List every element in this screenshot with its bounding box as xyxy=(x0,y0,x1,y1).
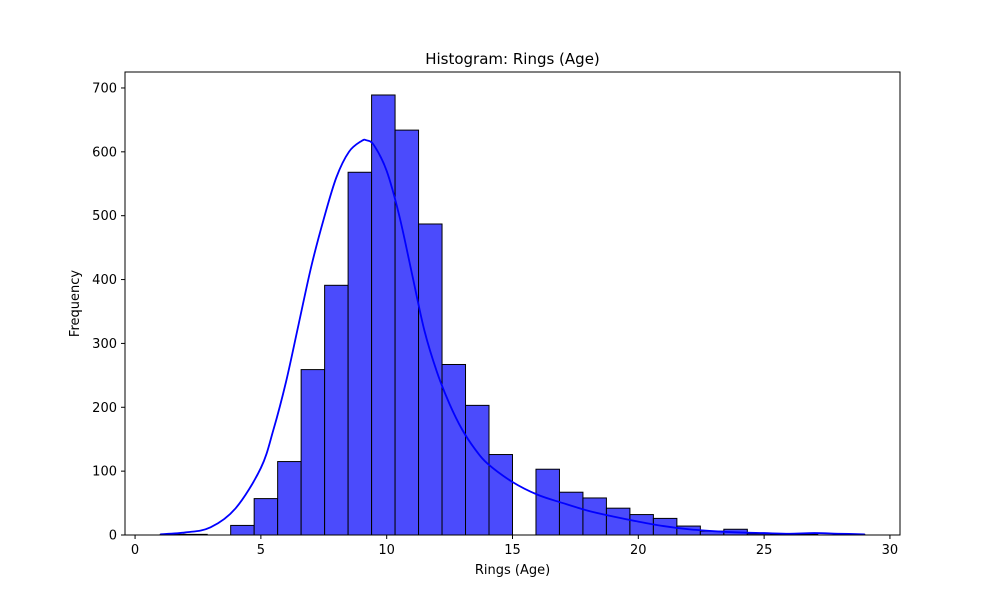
y-axis-ticks: 0 100 200 300 400 500 600 700 xyxy=(92,81,125,544)
histogram-bar xyxy=(347,171,373,536)
x-tick-label: 0 xyxy=(131,543,139,558)
histogram-bar xyxy=(605,507,631,536)
histogram-bar xyxy=(394,129,420,536)
histogram-bar xyxy=(465,404,490,536)
y-tick-label: 200 xyxy=(92,401,117,416)
y-tick-label: 600 xyxy=(92,145,117,160)
x-tick-label: 10 xyxy=(378,543,395,558)
x-axis-ticks: 0 5 10 15 20 25 30 xyxy=(131,535,898,558)
chart-title: Histogram: Rings (Age) xyxy=(425,50,600,68)
x-tick-label: 5 xyxy=(257,543,265,558)
x-tick-label: 15 xyxy=(504,543,521,558)
histogram-bar xyxy=(535,468,560,536)
histogram-bar xyxy=(582,497,607,536)
y-tick-label: 500 xyxy=(92,209,117,224)
y-tick-label: 700 xyxy=(92,81,117,96)
y-tick-label: 0 xyxy=(109,529,117,544)
histogram-bar xyxy=(629,514,654,536)
histogram-bar xyxy=(488,454,513,536)
y-tick-label: 100 xyxy=(92,465,117,480)
histogram-bars xyxy=(159,94,866,536)
histogram-bar xyxy=(441,363,467,536)
histogram-bar xyxy=(324,284,349,536)
x-tick-label: 20 xyxy=(630,543,647,558)
y-axis-label: Frequency xyxy=(68,270,83,337)
histogram-bar xyxy=(558,491,584,536)
x-tick-label: 25 xyxy=(756,543,773,558)
kde-curve xyxy=(160,138,865,536)
y-tick-label: 400 xyxy=(92,273,117,288)
histogram-bar xyxy=(418,223,443,536)
y-tick-label: 300 xyxy=(92,337,117,352)
histogram-bar xyxy=(277,461,302,536)
x-tick-label: 30 xyxy=(882,543,899,558)
histogram-bar xyxy=(230,524,255,536)
histogram-bar xyxy=(253,498,279,536)
x-axis-label: Rings (Age) xyxy=(475,563,550,578)
histogram-bar xyxy=(300,369,326,536)
